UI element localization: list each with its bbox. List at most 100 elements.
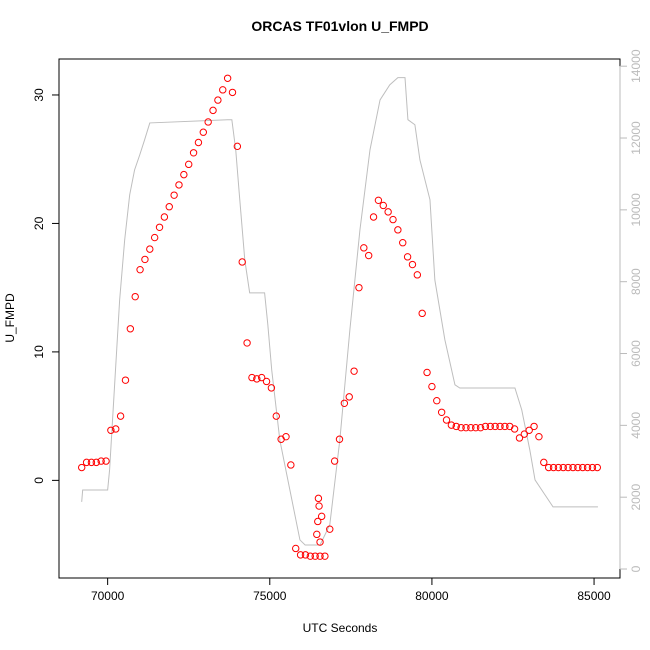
point bbox=[77, 463, 86, 472]
point bbox=[282, 432, 290, 441]
point bbox=[452, 422, 460, 431]
point bbox=[189, 149, 198, 157]
point bbox=[209, 106, 217, 115]
point bbox=[316, 538, 324, 546]
point bbox=[486, 422, 494, 431]
point bbox=[243, 339, 251, 347]
point bbox=[257, 373, 266, 382]
point bbox=[102, 457, 110, 465]
point bbox=[389, 215, 397, 224]
point bbox=[579, 463, 587, 472]
point bbox=[314, 494, 323, 503]
point bbox=[314, 517, 322, 526]
point bbox=[311, 552, 319, 560]
point bbox=[374, 196, 383, 205]
x-tick-label: 75000 bbox=[253, 589, 287, 603]
point bbox=[588, 463, 597, 472]
point bbox=[204, 118, 212, 126]
point bbox=[141, 255, 149, 264]
x-tick-label: 70000 bbox=[91, 589, 125, 603]
x-tick-label: 85000 bbox=[577, 589, 611, 603]
point bbox=[355, 283, 363, 292]
y2-tick-label: 6000 bbox=[629, 340, 643, 367]
point bbox=[442, 416, 451, 424]
point bbox=[301, 551, 310, 559]
point bbox=[165, 203, 173, 211]
point bbox=[97, 457, 105, 465]
point bbox=[345, 393, 353, 401]
point bbox=[491, 422, 499, 431]
point bbox=[219, 86, 227, 94]
point bbox=[136, 265, 144, 274]
point bbox=[335, 435, 344, 443]
point bbox=[569, 463, 577, 472]
point bbox=[185, 160, 193, 169]
point bbox=[160, 213, 169, 221]
y-tick-label: 0 bbox=[32, 477, 46, 484]
point bbox=[262, 377, 271, 386]
point bbox=[315, 502, 323, 510]
point bbox=[316, 552, 324, 560]
point bbox=[535, 432, 543, 441]
point bbox=[379, 201, 387, 210]
point bbox=[155, 223, 164, 231]
point bbox=[549, 463, 558, 472]
point bbox=[170, 191, 178, 199]
point bbox=[87, 458, 96, 467]
point bbox=[112, 425, 120, 433]
series-line bbox=[81, 77, 598, 546]
point bbox=[150, 233, 159, 242]
point bbox=[564, 463, 572, 472]
point bbox=[437, 408, 446, 416]
point bbox=[428, 382, 436, 391]
point bbox=[223, 74, 232, 82]
point bbox=[544, 463, 553, 472]
point bbox=[317, 512, 326, 521]
point bbox=[593, 463, 602, 472]
point bbox=[364, 251, 373, 260]
point bbox=[330, 457, 339, 465]
point bbox=[107, 426, 115, 434]
point bbox=[82, 458, 91, 467]
point bbox=[360, 244, 368, 252]
point bbox=[131, 292, 139, 301]
point bbox=[340, 399, 349, 407]
point bbox=[194, 138, 203, 147]
y2-tick-label: 14000 bbox=[629, 49, 643, 83]
y-tick-label: 10 bbox=[32, 345, 46, 359]
point bbox=[384, 208, 392, 216]
point bbox=[530, 422, 538, 431]
point bbox=[126, 325, 135, 333]
point bbox=[423, 368, 431, 377]
point bbox=[267, 384, 276, 392]
point bbox=[121, 376, 130, 384]
point bbox=[413, 271, 422, 279]
point bbox=[457, 423, 465, 432]
y2-tick-label: 12000 bbox=[629, 121, 643, 155]
plot-frame bbox=[58, 58, 621, 579]
y2-tick-label: 4000 bbox=[629, 412, 643, 439]
point bbox=[467, 423, 475, 432]
x-tick-label: 80000 bbox=[415, 589, 449, 603]
point bbox=[462, 423, 470, 432]
point bbox=[272, 412, 280, 420]
point bbox=[228, 88, 237, 97]
point bbox=[559, 463, 567, 472]
point bbox=[403, 253, 412, 261]
point bbox=[292, 544, 300, 553]
point bbox=[515, 434, 524, 442]
y2-tick-label: 10000 bbox=[629, 193, 643, 227]
point bbox=[433, 397, 441, 405]
point bbox=[554, 463, 563, 472]
point bbox=[350, 367, 358, 375]
point bbox=[501, 422, 509, 431]
y2-tick-label: 0 bbox=[629, 565, 643, 572]
y2-tick-label: 8000 bbox=[629, 268, 643, 295]
point bbox=[180, 170, 188, 179]
point bbox=[418, 309, 426, 318]
point bbox=[313, 530, 321, 539]
point bbox=[394, 226, 402, 234]
point bbox=[248, 373, 256, 382]
